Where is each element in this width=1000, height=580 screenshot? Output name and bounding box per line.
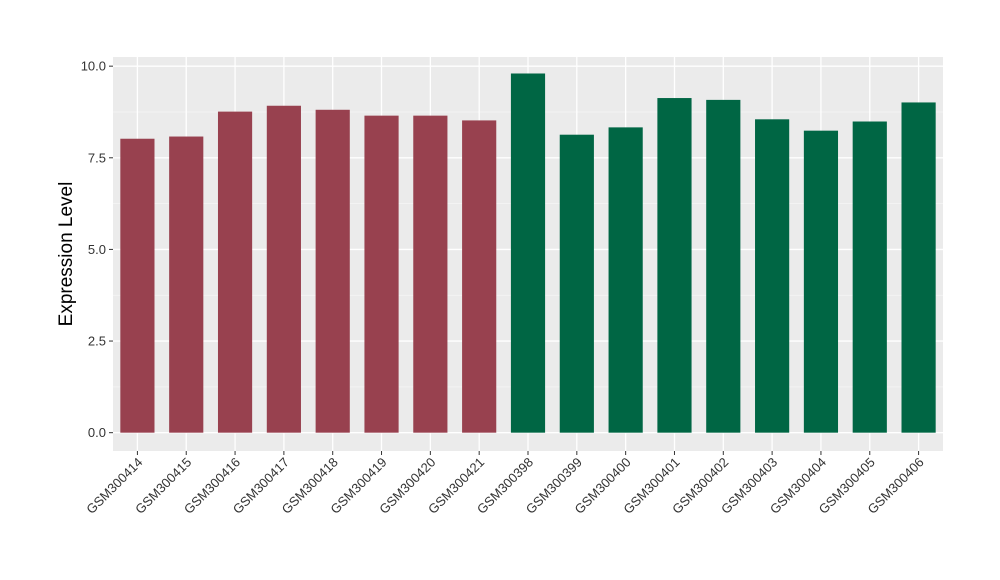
bar-GSM300398 [510, 73, 546, 433]
y-tick-label: 7.5 [88, 150, 106, 165]
y-tick-label: 2.5 [88, 334, 106, 349]
bar-GSM300419 [364, 115, 399, 433]
bar-GSM300402 [706, 99, 741, 433]
y-tick-label: 10.0 [81, 59, 106, 74]
bar-GSM300399 [559, 134, 594, 433]
bars [120, 73, 936, 433]
y-tick-label: 5.0 [88, 242, 106, 257]
y-axis-title: Expression Level [56, 182, 77, 327]
y-tick-label: 0.0 [88, 425, 106, 440]
bar-GSM300416 [217, 111, 253, 433]
bar-GSM300404 [803, 130, 839, 433]
bar-GSM300417 [266, 105, 301, 433]
bar-GSM300421 [462, 120, 497, 433]
bar-GSM300414 [120, 138, 155, 433]
bar-GSM300405 [852, 121, 887, 433]
bar-GSM300415 [169, 136, 204, 433]
bar-GSM300401 [657, 98, 692, 433]
bar-GSM300406 [901, 102, 936, 433]
bar-GSM300403 [755, 119, 790, 433]
y-axis: 0.0 2.5 5.0 7.5 10.0 [81, 59, 113, 440]
x-axis: GSM300414GSM300415GSM300416GSM300417GSM3… [83, 451, 927, 517]
bar-GSM300400 [608, 127, 643, 433]
bar-GSM300418 [315, 109, 350, 433]
bar-GSM300420 [413, 115, 448, 433]
